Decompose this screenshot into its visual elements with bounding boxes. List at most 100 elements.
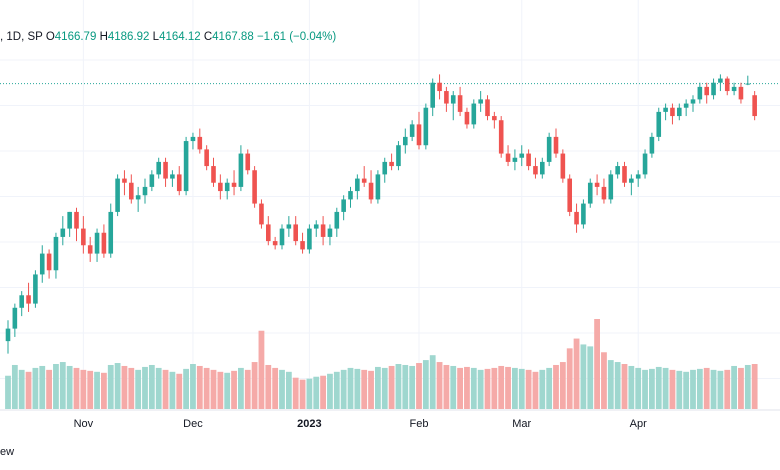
volume-bar — [477, 369, 484, 409]
candle — [718, 74, 723, 92]
candle — [259, 199, 264, 229]
volume-bar — [409, 365, 416, 409]
candle-body — [313, 224, 319, 229]
candle — [724, 76, 730, 96]
candle — [608, 170, 614, 204]
candle — [382, 157, 388, 183]
volume-bar — [710, 369, 717, 409]
candle — [690, 95, 696, 112]
volume-bar — [238, 367, 244, 409]
candle-body — [224, 182, 230, 192]
candle-body — [752, 95, 757, 117]
volume-bar — [601, 352, 607, 409]
candle-body — [341, 199, 346, 212]
candle — [629, 174, 634, 196]
candle-body — [724, 78, 730, 92]
candle — [553, 128, 559, 158]
candle — [94, 228, 100, 262]
candle-body — [574, 211, 579, 225]
volume-bar — [121, 365, 128, 409]
volume-bar — [46, 369, 52, 409]
volume-bar — [210, 369, 217, 409]
volume-bar — [217, 371, 224, 409]
candle-body — [396, 145, 401, 167]
candle-body — [649, 136, 655, 154]
candle-body — [67, 211, 72, 229]
volume-bar — [162, 369, 169, 409]
candle — [163, 157, 168, 187]
volume-bar — [505, 366, 511, 409]
volume-bar — [388, 365, 395, 409]
volume-bar — [512, 367, 518, 409]
candle-body — [293, 224, 298, 242]
candle-body — [450, 95, 456, 104]
volume-bar — [532, 371, 539, 409]
candle — [231, 170, 237, 196]
candle-body — [526, 153, 531, 167]
candle — [622, 161, 627, 187]
volume-bar — [436, 362, 443, 409]
candle-body — [74, 211, 79, 229]
candle-body — [135, 195, 141, 200]
candle — [697, 82, 703, 104]
volume-bar — [272, 367, 279, 409]
volume-bar — [333, 371, 340, 409]
candle-body — [115, 178, 120, 212]
candle — [540, 157, 545, 179]
volume-bar — [573, 338, 580, 409]
volume-bar — [135, 369, 142, 409]
candle — [122, 170, 127, 196]
candle — [320, 216, 326, 246]
volume-bar — [738, 367, 744, 409]
volume-bar — [320, 375, 326, 409]
candle — [33, 270, 38, 308]
candle-body — [731, 86, 737, 92]
candle — [745, 75, 751, 86]
candle — [26, 282, 31, 312]
candle — [560, 149, 566, 183]
candle-body — [231, 182, 237, 187]
volume-bar — [553, 364, 559, 409]
candle-body — [478, 99, 483, 104]
low-label: L — [152, 31, 160, 43]
candle — [396, 141, 401, 171]
candle — [279, 224, 285, 250]
volume-bar — [751, 364, 758, 409]
volume-bar — [457, 367, 463, 409]
candlestick-chart[interactable]: Nov Dec 2023 Feb Mar Apr — [0, 0, 780, 440]
candle-body — [608, 174, 614, 200]
candle — [437, 74, 442, 100]
volume-bar — [744, 364, 751, 409]
candle — [581, 199, 586, 229]
candle — [313, 220, 319, 237]
candle-body — [218, 182, 223, 192]
candle-body — [272, 241, 278, 246]
volume-bar — [18, 369, 25, 409]
candle-body — [540, 161, 545, 175]
volume-bar — [128, 367, 135, 409]
volume-bar — [347, 367, 354, 409]
symbol-interval: , 1D, SP — [0, 31, 43, 43]
candle-body — [53, 236, 59, 271]
candle — [485, 95, 490, 121]
candle — [60, 216, 66, 246]
candle — [245, 149, 251, 175]
candle — [170, 170, 175, 187]
volume-bar — [292, 377, 299, 409]
volume-bar — [244, 369, 251, 409]
volume-bar — [375, 366, 381, 409]
candle-body — [464, 111, 470, 125]
candle — [409, 120, 415, 142]
volume-bar — [587, 346, 594, 409]
candle-body — [108, 211, 114, 254]
volume-bar — [559, 362, 566, 409]
candle-body — [553, 136, 559, 154]
candle — [492, 111, 497, 129]
candle — [519, 145, 525, 167]
candle — [355, 174, 360, 200]
candle-body — [430, 82, 435, 108]
volume-bar — [73, 367, 80, 409]
candle-body — [546, 136, 552, 162]
candle-body — [656, 111, 662, 137]
candle — [238, 145, 244, 192]
